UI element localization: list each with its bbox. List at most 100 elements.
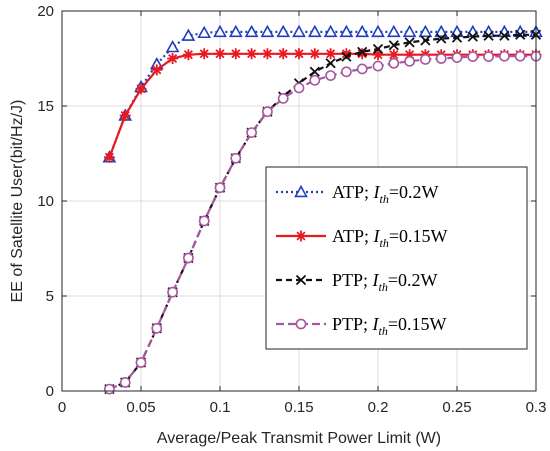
series-line bbox=[108, 52, 536, 158]
data-point bbox=[356, 63, 368, 75]
data-point bbox=[293, 48, 305, 60]
data-point bbox=[309, 48, 321, 60]
y-tick-label: 5 bbox=[46, 288, 54, 305]
data-point bbox=[404, 55, 415, 67]
data-point bbox=[309, 66, 320, 77]
data-point bbox=[276, 24, 291, 38]
data-point bbox=[135, 357, 147, 368]
data-point bbox=[292, 24, 306, 38]
x-tick-label: 0.25 bbox=[442, 399, 471, 416]
data-point bbox=[419, 54, 431, 65]
data-point bbox=[371, 24, 385, 38]
data-point bbox=[341, 51, 352, 62]
data-point bbox=[277, 93, 289, 104]
series-4 bbox=[104, 50, 542, 395]
data-point bbox=[230, 152, 242, 164]
data-point bbox=[499, 30, 510, 41]
legend-entry: PTP; Ith=0.15W bbox=[276, 314, 447, 338]
data-point bbox=[277, 48, 289, 60]
data-point bbox=[515, 29, 526, 40]
data-point bbox=[388, 49, 400, 61]
data-point bbox=[260, 24, 275, 38]
x-axis-label: Average/Peak Transmit Power Limit (W) bbox=[157, 430, 441, 447]
x-tick-label: 0.3 bbox=[526, 399, 547, 416]
data-point bbox=[404, 37, 415, 48]
data-point bbox=[323, 24, 338, 38]
data-point bbox=[467, 31, 478, 42]
legend-marker bbox=[295, 318, 307, 330]
data-point bbox=[483, 51, 494, 62]
data-point bbox=[182, 49, 194, 61]
legend-label: PTP; Ith=0.2W bbox=[332, 270, 438, 294]
data-point bbox=[181, 28, 196, 41]
data-point bbox=[228, 24, 243, 38]
data-point bbox=[404, 49, 416, 61]
data-point bbox=[483, 30, 494, 41]
data-point bbox=[119, 377, 131, 388]
data-point bbox=[307, 24, 322, 38]
data-point bbox=[165, 39, 180, 53]
y-axis-label: EE of Satellite User(bit/Hz/J) bbox=[9, 100, 26, 303]
data-point bbox=[198, 215, 210, 227]
y-tick-label: 0 bbox=[46, 383, 54, 400]
legend-entry: PTP; Ith=0.2W bbox=[276, 270, 438, 294]
data-point bbox=[420, 35, 431, 46]
data-point bbox=[325, 58, 336, 69]
legend-label: PTP; Ith=0.15W bbox=[332, 314, 447, 338]
data-point bbox=[402, 24, 417, 38]
data-point bbox=[197, 25, 212, 39]
data-point bbox=[151, 322, 163, 334]
data-point bbox=[467, 51, 479, 62]
legend: ATP; Ith=0.2W ATP; Ith=0.15W PTP; Ith=0.2W… bbox=[265, 166, 528, 350]
data-point bbox=[103, 151, 115, 163]
data-point bbox=[372, 49, 384, 61]
data-point bbox=[435, 53, 447, 64]
data-point bbox=[388, 57, 400, 69]
data-point bbox=[214, 48, 226, 60]
data-point bbox=[135, 83, 147, 95]
data-point bbox=[386, 24, 401, 38]
data-point bbox=[230, 48, 242, 60]
data-point bbox=[261, 48, 273, 60]
data-point bbox=[246, 48, 258, 60]
data-point bbox=[340, 66, 352, 78]
data-point bbox=[357, 46, 368, 57]
data-point bbox=[325, 48, 337, 60]
data-point bbox=[339, 24, 354, 38]
ticks: 0 0.05 0.1 0.15 0.2 0.25 0.3 0 5 10 15 20 bbox=[37, 3, 546, 416]
data-point bbox=[356, 48, 368, 60]
x-tick-label: 0.05 bbox=[126, 399, 155, 416]
data-point bbox=[167, 286, 178, 298]
series-layer bbox=[102, 24, 543, 395]
data-point bbox=[340, 48, 352, 60]
legend-box bbox=[265, 166, 528, 350]
data-point bbox=[451, 32, 463, 43]
data-point bbox=[355, 24, 370, 38]
data-point bbox=[418, 24, 433, 38]
data-point bbox=[434, 24, 449, 38]
x-tick-label: 0.15 bbox=[284, 399, 313, 416]
legend-marker bbox=[294, 184, 308, 198]
series-line bbox=[108, 33, 536, 391]
data-point bbox=[151, 64, 163, 76]
data-point bbox=[213, 24, 227, 38]
data-point bbox=[182, 252, 194, 264]
y-tick-label: 15 bbox=[37, 98, 54, 115]
legend-entry: ATP; Ith=0.15W bbox=[276, 226, 448, 250]
data-point bbox=[498, 50, 510, 62]
data-point bbox=[372, 43, 384, 55]
legend-marker bbox=[295, 230, 307, 242]
x-tick-label: 0 bbox=[58, 399, 66, 416]
y-tick-label: 20 bbox=[37, 3, 54, 20]
legend-label: ATP; Ith=0.2W bbox=[332, 182, 439, 206]
data-point bbox=[214, 182, 226, 194]
data-point bbox=[514, 50, 526, 62]
legend-marker bbox=[295, 274, 307, 286]
data-point bbox=[309, 74, 321, 86]
legend-label: ATP; Ith=0.15W bbox=[332, 226, 448, 250]
data-point bbox=[436, 33, 447, 44]
x-tick-label: 0.2 bbox=[368, 399, 389, 416]
data-point bbox=[104, 383, 115, 395]
data-point bbox=[293, 82, 305, 94]
